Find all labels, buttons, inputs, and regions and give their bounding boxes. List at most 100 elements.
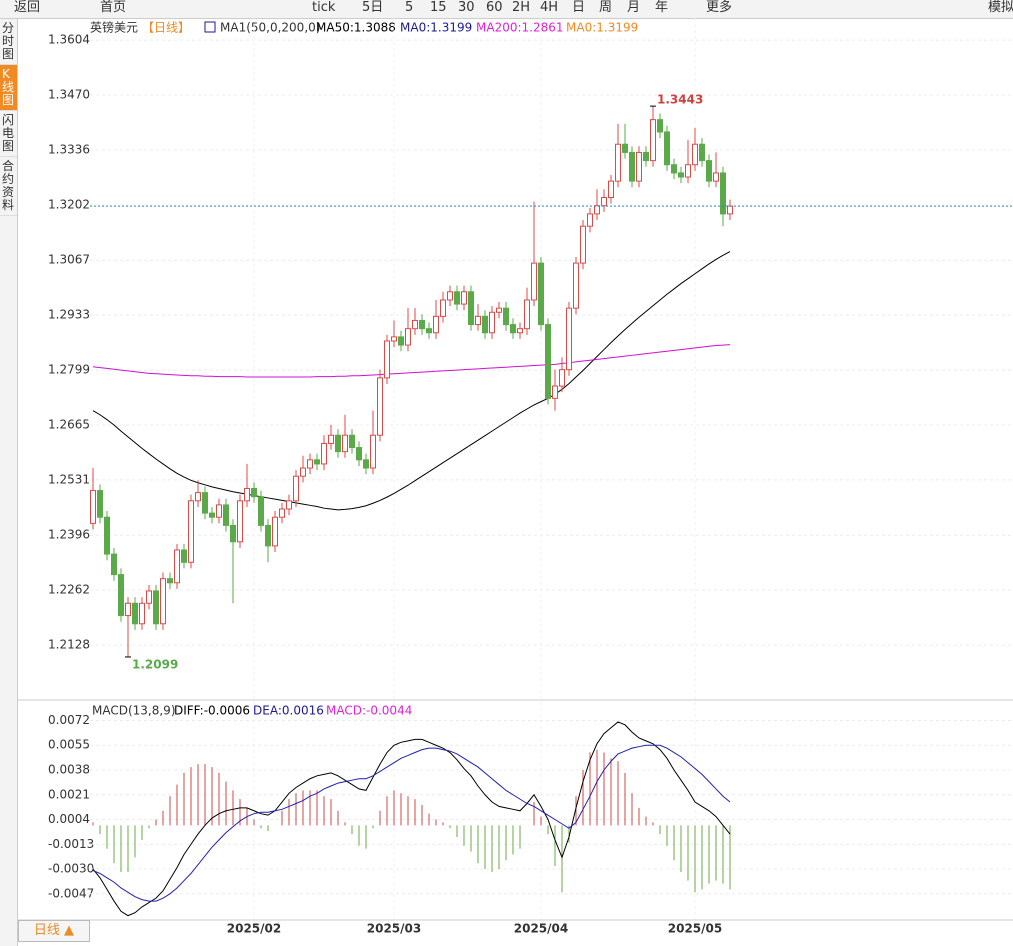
candle-body	[97, 490, 103, 518]
y-tick-label: 1.2799	[48, 363, 90, 377]
back-button[interactable]: 返回	[14, 0, 41, 15]
candle-body	[90, 490, 96, 524]
candle-body	[622, 143, 628, 153]
y-tick-label: 1.2933	[48, 308, 90, 322]
candle-body	[377, 377, 383, 436]
period-tab[interactable]: 4H	[540, 0, 559, 15]
candle-body	[692, 143, 698, 166]
period-tab[interactable]: 60	[486, 0, 503, 15]
candle-body	[419, 319, 425, 330]
candle-body	[475, 315, 481, 326]
candle-body	[489, 311, 495, 334]
period-tab[interactable]: 月	[627, 0, 641, 15]
y-tick-label: 1.3336	[48, 142, 90, 156]
candle-body	[559, 369, 565, 387]
candle-body	[580, 225, 586, 264]
candle-body	[629, 151, 635, 182]
indicator-line	[92, 251, 731, 511]
y-tick-label: 0.0038	[48, 762, 90, 776]
side-tab[interactable]: 分时图	[0, 19, 17, 65]
candle-body	[440, 299, 446, 317]
period-tab[interactable]: 日	[572, 0, 586, 15]
sidebar: 分时图 K线图 闪电图 合约资料	[0, 19, 18, 946]
candle-body	[153, 590, 159, 625]
period-tab[interactable]: 2H	[512, 0, 531, 15]
legend-label: MA0:1.3199	[566, 21, 638, 35]
y-tick-label: 1.3202	[48, 197, 90, 211]
indicator-line	[92, 744, 731, 902]
side-tab[interactable]: 闪电图	[0, 111, 17, 157]
candle-body	[314, 459, 320, 465]
candle-body	[573, 262, 579, 309]
candle-body	[608, 180, 614, 199]
candle-body	[300, 467, 306, 477]
sim-button[interactable]: 模拟	[988, 0, 1013, 15]
period-tab[interactable]: tick	[312, 0, 336, 15]
candle-body	[279, 508, 285, 518]
x-tick-label: 2025/04	[514, 922, 568, 936]
candle-body	[307, 459, 313, 469]
period-tab[interactable]: 30	[458, 0, 475, 15]
candle-body	[202, 492, 208, 514]
period-tab[interactable]: 5	[405, 0, 414, 15]
candle-body	[461, 291, 467, 305]
candle-body	[412, 319, 418, 330]
macd-label: DIFF:-0.0006	[174, 704, 250, 718]
y-tick-label: 1.3470	[48, 88, 90, 102]
candle-body	[706, 160, 712, 182]
candle-body	[391, 336, 397, 342]
candle-body	[195, 492, 201, 502]
candle-body	[125, 602, 131, 617]
period-button[interactable]: 日线 ▲	[18, 920, 90, 942]
candle-body	[650, 119, 656, 162]
more-button[interactable]: 更多	[706, 0, 733, 15]
candle-body	[447, 291, 453, 301]
candle-body	[104, 516, 110, 555]
extreme-label: 1.3443	[657, 93, 703, 107]
candle-body	[468, 291, 474, 326]
candle-body	[615, 143, 621, 182]
candle-body	[167, 578, 173, 584]
candle-body	[601, 197, 607, 207]
candle-body	[216, 504, 222, 518]
candle-body	[209, 512, 215, 518]
candle-body	[538, 262, 544, 326]
y-tick-label: 0.0021	[48, 787, 90, 801]
candle-body	[566, 307, 572, 371]
candle-body	[524, 299, 530, 330]
candle-body	[657, 119, 663, 133]
candle-body	[545, 324, 551, 399]
candle-body	[405, 328, 411, 346]
candle-body	[510, 324, 516, 334]
candle-body	[293, 475, 299, 502]
candle-body	[132, 602, 138, 625]
period-tab[interactable]: 5日	[362, 0, 384, 15]
candle-body	[496, 307, 502, 313]
candle-body	[552, 385, 558, 399]
period-tab[interactable]: 年	[655, 0, 669, 15]
y-tick-label: 1.2665	[48, 417, 90, 431]
candle-body	[272, 516, 278, 547]
candle-body	[188, 500, 194, 563]
legend-label: MA50:1.3088	[316, 21, 396, 35]
home-button[interactable]: 首页	[100, 0, 127, 15]
candle-body	[258, 496, 264, 526]
candle-body	[335, 434, 341, 453]
candle-body	[699, 143, 705, 162]
chart-title: 英镑美元	[90, 20, 138, 35]
candle-body	[356, 447, 362, 461]
candle-body	[454, 291, 460, 305]
candle-body	[328, 434, 334, 444]
side-tab[interactable]: 合约资料	[0, 157, 17, 216]
candle-body	[503, 307, 509, 326]
period-tab[interactable]: 15	[430, 0, 447, 15]
candle-body	[643, 151, 649, 162]
macd-title: MACD(13,8,9)	[92, 704, 176, 718]
macd-label: MACD:-0.0044	[326, 704, 412, 718]
candle-body	[286, 500, 292, 510]
side-tab[interactable]: K线图	[0, 65, 17, 111]
period-tab[interactable]: 周	[599, 0, 613, 15]
indicator-line	[92, 344, 731, 378]
